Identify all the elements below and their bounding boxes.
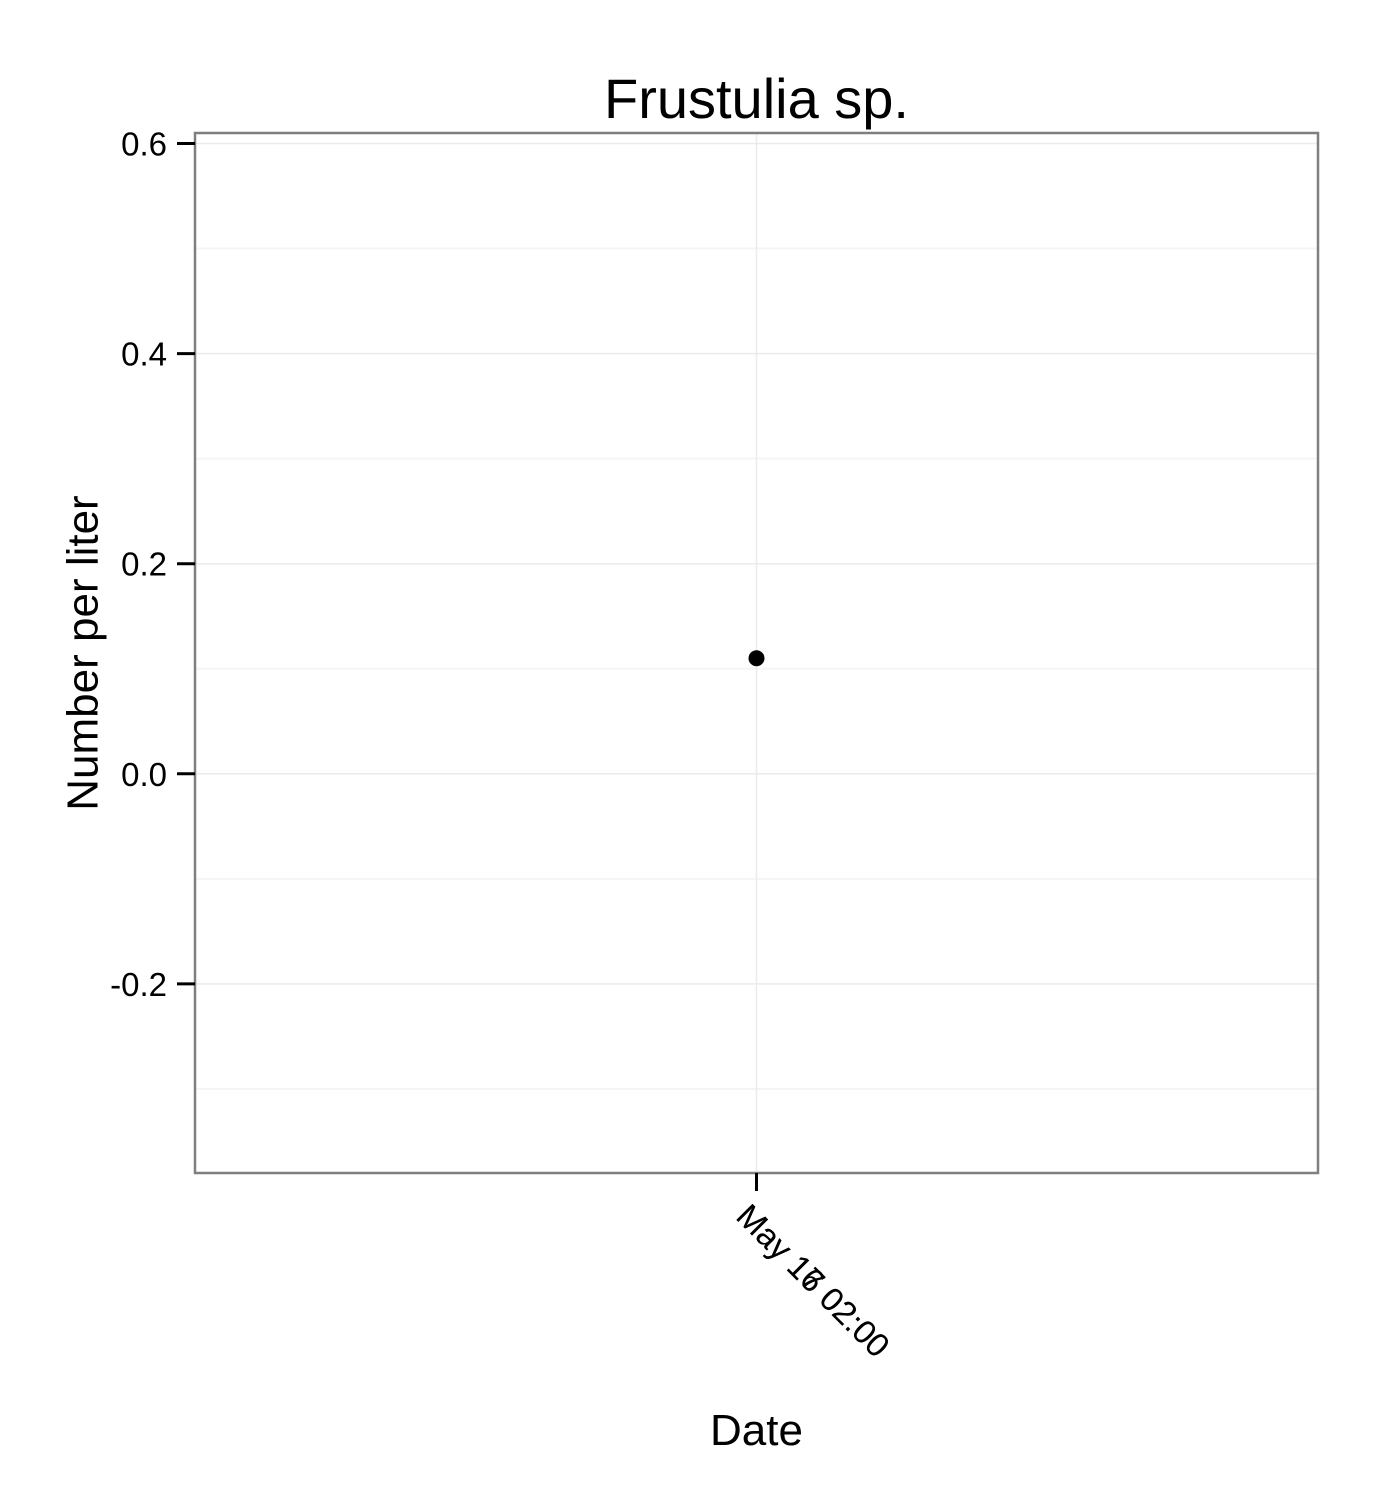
y-axis: -0.2 0.0 0.2 0.4 0.6	[110, 126, 195, 1003]
y-axis-title: Number per liter	[58, 495, 107, 810]
y-tick-label: -0.2	[110, 966, 167, 1003]
x-axis-title: Date	[710, 1406, 803, 1455]
grid-lines	[195, 133, 1318, 1173]
chart-title: Frustulia sp.	[604, 67, 909, 130]
y-tick-label: 0.6	[121, 126, 167, 163]
data-point	[748, 650, 765, 667]
data-points	[748, 650, 765, 667]
y-tick-label: 0.4	[121, 336, 167, 373]
y-tick-label: 0.0	[121, 756, 167, 793]
y-tick-label: 0.2	[121, 546, 167, 583]
